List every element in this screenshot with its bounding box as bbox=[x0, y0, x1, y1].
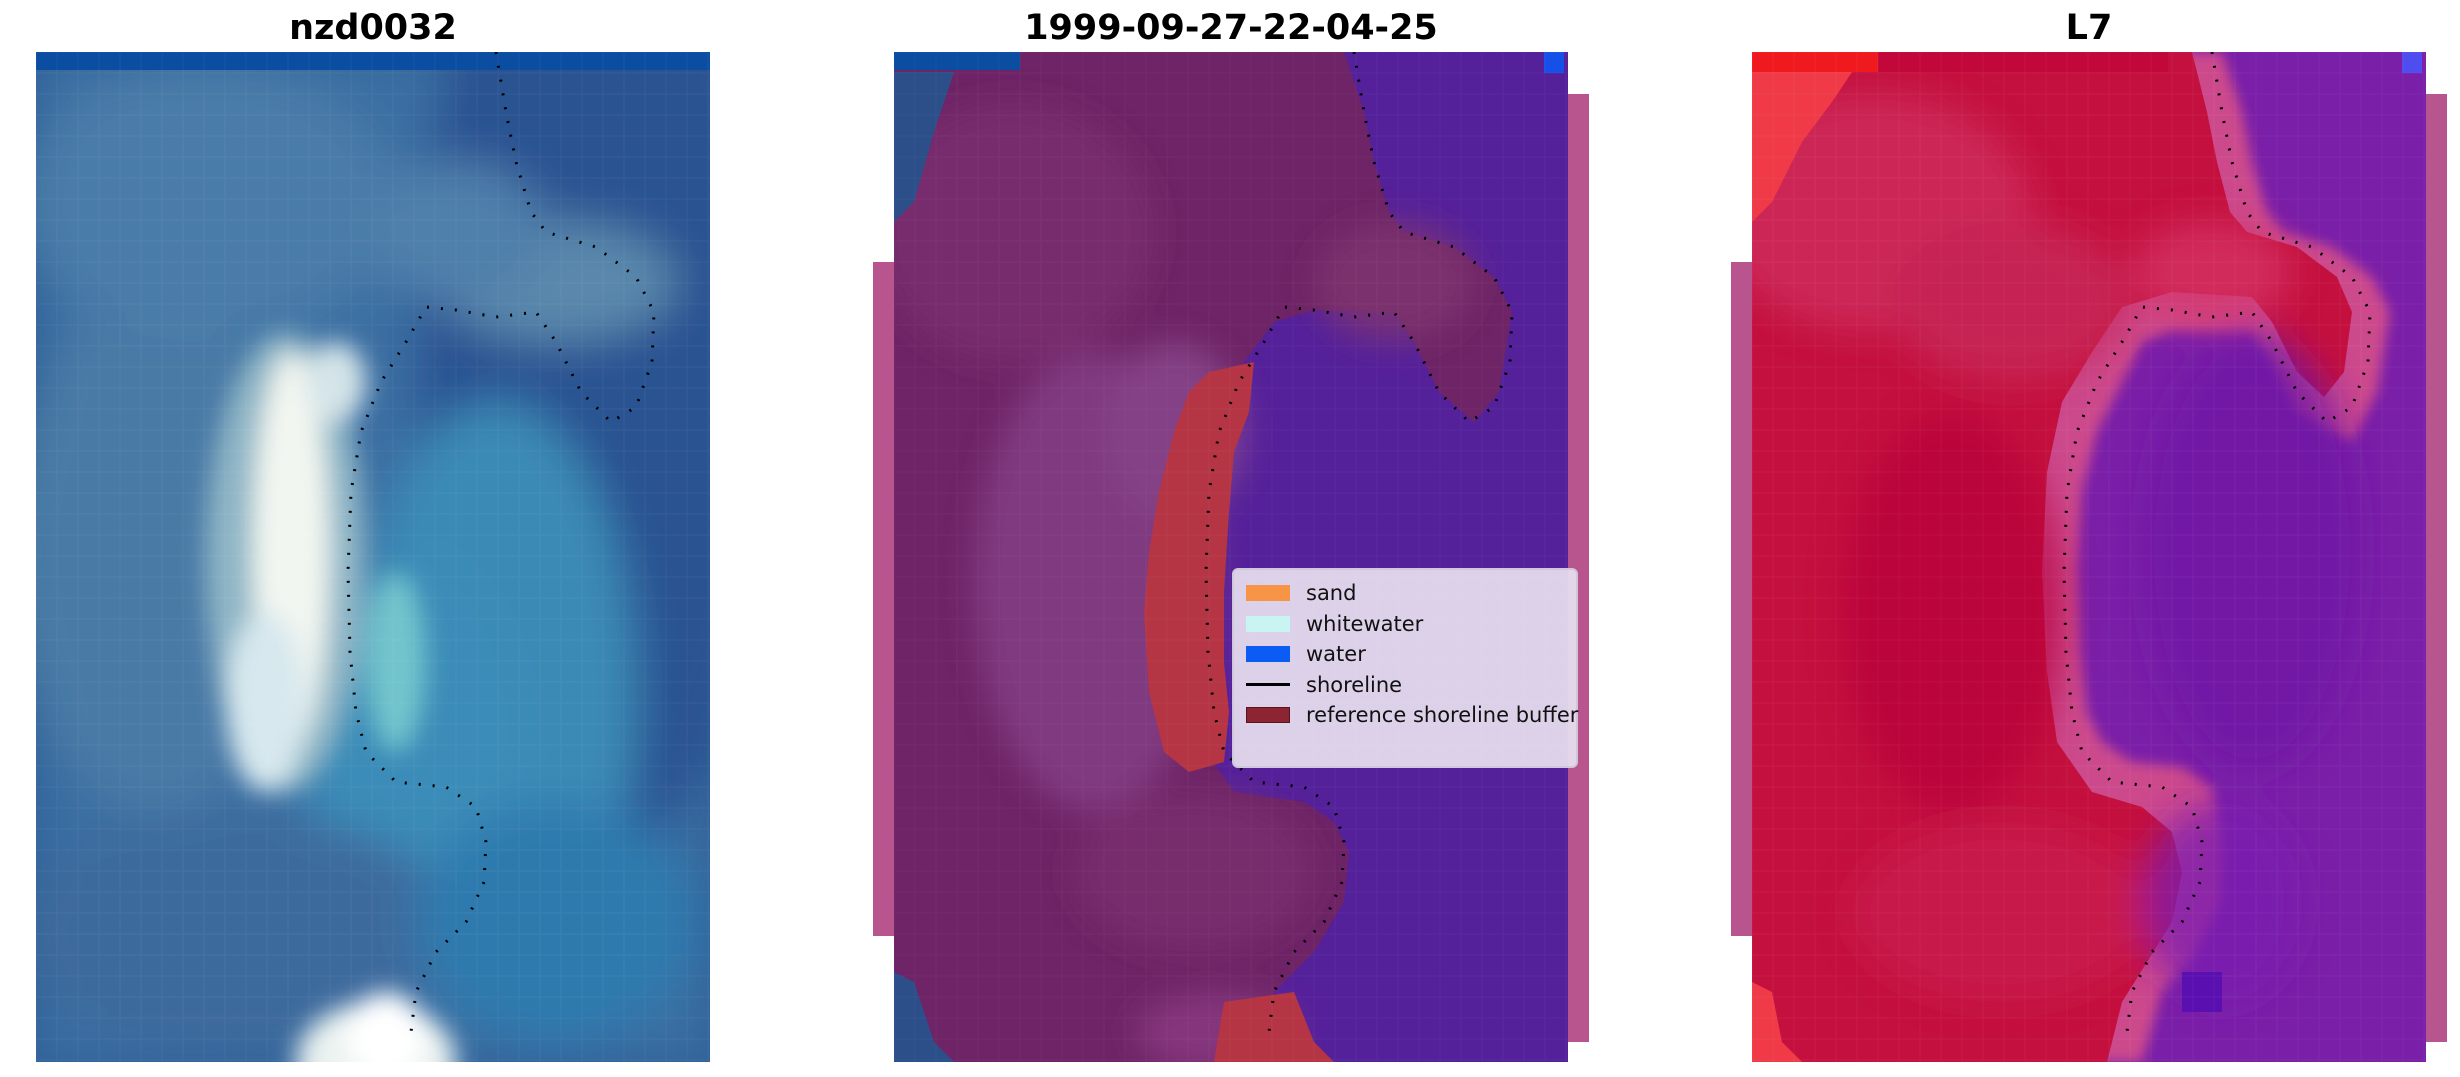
legend-label-sand: sand bbox=[1306, 581, 1357, 606]
legend-swatch-water bbox=[1246, 646, 1290, 663]
legend-swatch-whitewater bbox=[1246, 615, 1290, 632]
side-strip-left-classification bbox=[873, 262, 894, 936]
legend-swatch-sand bbox=[1246, 585, 1290, 602]
legend: sand whitewater water shoreline referenc… bbox=[1232, 568, 1578, 768]
legend-item-water: water bbox=[1246, 639, 1564, 670]
index-image bbox=[1752, 52, 2426, 1062]
satellite-rgb-image bbox=[36, 52, 710, 1062]
legend-line-shoreline bbox=[1246, 683, 1290, 687]
legend-item-reference-buffer: reference shoreline buffer bbox=[1246, 700, 1578, 731]
legend-label-shoreline: shoreline bbox=[1306, 672, 1403, 697]
legend-item-whitewater: whitewater bbox=[1246, 609, 1564, 640]
legend-swatch-reference-buffer bbox=[1246, 707, 1290, 724]
side-strip-left-index bbox=[1731, 262, 1752, 936]
legend-item-shoreline: shoreline bbox=[1246, 670, 1564, 701]
panel-title-rgb: nzd0032 bbox=[289, 8, 457, 48]
legend-label-water: water bbox=[1306, 642, 1366, 667]
legend-item-sand: sand bbox=[1246, 578, 1564, 609]
legend-label-reference-buffer: reference shoreline buffer bbox=[1306, 703, 1579, 728]
legend-label-whitewater: whitewater bbox=[1306, 611, 1424, 636]
panel-title-classification: 1999-09-27-22-04-25 bbox=[1024, 8, 1438, 48]
side-strip-right-index bbox=[2426, 94, 2447, 1042]
side-strip-right-classification bbox=[1568, 94, 1589, 1042]
classification-image bbox=[894, 52, 1568, 1062]
panel-title-index: L7 bbox=[2065, 8, 2113, 48]
